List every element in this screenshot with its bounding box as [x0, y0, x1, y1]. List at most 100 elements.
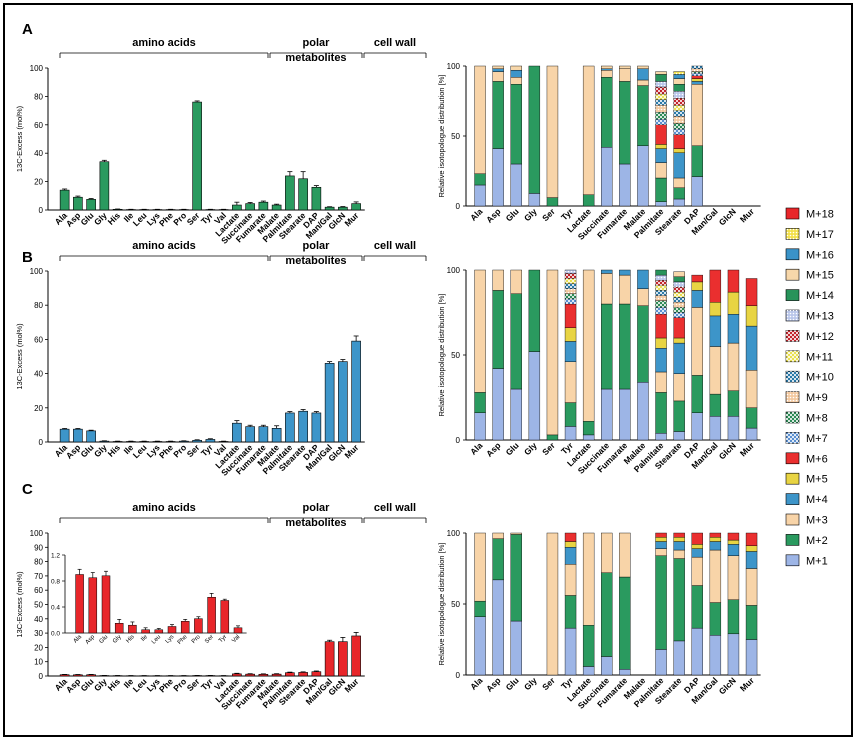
- iso-seg-Mur-M+1: [745, 427, 758, 441]
- iso-y-tick-label: 100: [447, 266, 461, 275]
- iso-seg-Palmitate-M+5: [655, 337, 667, 349]
- legend-label-M+11: M+11: [806, 351, 833, 363]
- iso-seg-Palmitate-M+3: [655, 548, 667, 556]
- legend-swatch-pattern: [786, 391, 799, 403]
- inset-x-tick-label: Ile: [140, 634, 149, 643]
- y-tick-label: 100: [30, 529, 44, 538]
- legend-label-M+13: M+13: [806, 311, 834, 323]
- iso-seg-Lactate-M+2: [582, 421, 595, 436]
- legend-label-M+10: M+10: [806, 372, 834, 384]
- bar-Lactate: [232, 673, 242, 677]
- iso-seg-DAP-M+6: [691, 532, 703, 545]
- inset-bar-Ala: [75, 574, 84, 634]
- iso-seg-GlcN-M+3: [727, 555, 740, 600]
- iso-seg-pattern: [691, 71, 703, 73]
- iso-seg-Mur-M+2: [745, 407, 758, 429]
- y-tick-label: 60: [34, 335, 43, 344]
- iso-seg-pattern: [655, 105, 667, 113]
- iso-y-tick-label: 50: [451, 132, 460, 141]
- iso-seg-Man/Gal-M+5: [709, 537, 722, 542]
- iso-seg-Succinate-M+2: [601, 76, 613, 148]
- iso-seg-Man/Gal-M+4: [709, 541, 722, 551]
- inset-x-tick-label: Glu: [99, 634, 110, 645]
- bar-Stearate: [298, 410, 308, 443]
- iso-x-tick-label: Ser: [540, 675, 557, 692]
- iso-seg-DAP-M+5: [691, 78, 703, 82]
- group-label-amino-acids: amino acids: [132, 240, 196, 252]
- inset-bar-Tyr: [220, 600, 230, 634]
- bar-GlcN: [338, 641, 348, 677]
- iso-seg-pattern: [655, 290, 667, 296]
- iso-seg-Fumarate-M+15: [619, 65, 631, 69]
- iso-seg-Ser-M+2: [546, 197, 559, 207]
- legend-swatch-M+15: [785, 268, 800, 281]
- panel-letter-B: B: [22, 249, 33, 266]
- iso-seg-Asp-M+2: [492, 81, 504, 149]
- iso-seg-Malate-M+3: [637, 288, 649, 306]
- iso-seg-Stearate-M+6: [673, 532, 685, 538]
- iso-seg-Man/Gal-M+6: [709, 269, 722, 303]
- iso-seg-DAP-M+4: [691, 81, 703, 85]
- iso-seg-Lactate-M+1: [582, 434, 595, 441]
- iso-seg-GlcN-M+4: [727, 544, 740, 556]
- inset-y-tick-label: 0.0: [51, 631, 60, 638]
- legend-label-M+16: M+16: [806, 249, 834, 261]
- inset-bar-Asp: [88, 577, 98, 634]
- iso-seg-Malate-M+1: [637, 145, 649, 207]
- inset-x-tick-label: Ser: [204, 634, 215, 645]
- iso-seg-Stearate-M+15: [673, 78, 685, 85]
- iso-seg-Succinate-M+2: [601, 572, 613, 657]
- bar-Ala: [59, 674, 70, 677]
- iso-seg-Mur-M+5: [745, 545, 758, 552]
- bar-Mur: [351, 340, 361, 443]
- bar-Glu: [86, 674, 96, 677]
- iso-seg-Mur-M+6: [745, 532, 758, 546]
- y-tick-label: 0: [39, 672, 44, 681]
- iso-seg-Fumarate-M+1: [619, 163, 631, 207]
- inset-x-tick-label: Tyr: [218, 634, 228, 644]
- iso-seg-GlcN-M+2: [727, 390, 740, 417]
- iso-seg-Glu-M+3: [510, 532, 522, 535]
- legend-swatch-pattern: [786, 432, 799, 444]
- bar-Succinate: [245, 673, 255, 677]
- iso-x-tick-label: Mur: [738, 440, 757, 459]
- iso-y-axis-label: Relative isotopologue distribution [%]: [437, 543, 446, 666]
- legend-swatch-pattern: [786, 412, 799, 423]
- legend-swatch-M+16: [785, 248, 800, 261]
- y-tick-label: 20: [34, 404, 43, 413]
- bar-Stearate: [298, 672, 308, 677]
- iso-seg-Glu-M+1: [510, 388, 522, 441]
- iso-seg-DAP-M+2: [691, 375, 703, 413]
- x-tick-label: His: [106, 676, 123, 693]
- bar-Mur: [351, 635, 361, 677]
- iso-seg-Tyr-M+3: [564, 361, 577, 403]
- inset-chart: 0.0 0.4 0.8 1.2 Ala Asp Glu Gly His Ile Leu Lys Phe P…: [51, 553, 247, 646]
- iso-seg-Glu-M+2: [510, 83, 522, 165]
- iso-seg-Palmitate-M+5: [655, 144, 667, 149]
- inset-x-tick-label: His: [125, 634, 135, 644]
- legend: M+18 M+17 M+16 M+15 M+14 M+13 M+12 M+11 M+10 M+9 M…: [785, 207, 834, 567]
- bar-GlcN: [338, 361, 348, 443]
- iso-seg-pattern: [655, 112, 667, 120]
- legend-swatch-pattern: [786, 310, 799, 321]
- iso-seg-Stearate-M+14: [673, 276, 685, 283]
- iso-seg-Malate-M+4: [637, 68, 649, 81]
- bar-Fumarate: [258, 201, 269, 211]
- iso-seg-Tyr-M+6: [564, 303, 577, 328]
- bar-Tyr: [205, 439, 216, 443]
- iso-seg-Man/Gal-M+1: [709, 416, 722, 441]
- iso-seg-pattern: [673, 297, 685, 303]
- iso-seg-Asp-M+3: [492, 532, 504, 539]
- iso-seg-Stearate-M+3: [673, 549, 685, 559]
- legend-swatch-M+3: [785, 513, 800, 526]
- iso-seg-DAP-M+3: [691, 307, 703, 376]
- legend-swatch-M+1: [785, 554, 800, 567]
- iso-seg-Asp-M+3: [492, 71, 504, 82]
- iso-seg-Stearate-M+14: [673, 83, 685, 92]
- iso-seg-Succinate-M+1: [601, 388, 613, 441]
- inset-bar-Pro: [194, 618, 203, 634]
- iso-seg-Stearate-M+5: [673, 337, 685, 344]
- iso-seg-GlcN-M+1: [727, 416, 740, 441]
- iso-seg-pattern: [655, 81, 667, 87]
